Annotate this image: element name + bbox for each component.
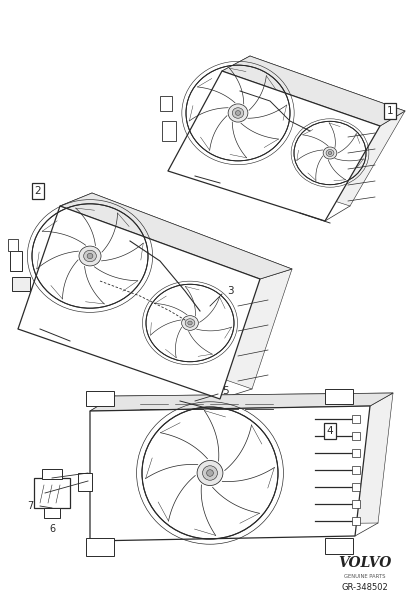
Bar bbox=[352, 517, 360, 525]
Text: 1: 1 bbox=[387, 106, 393, 116]
Ellipse shape bbox=[323, 147, 337, 159]
Bar bbox=[42, 469, 62, 479]
Polygon shape bbox=[60, 193, 292, 279]
Polygon shape bbox=[50, 193, 292, 389]
Bar bbox=[10, 251, 22, 271]
Text: GR-348502: GR-348502 bbox=[342, 582, 388, 591]
Text: 6: 6 bbox=[49, 524, 55, 534]
Ellipse shape bbox=[79, 246, 101, 266]
Ellipse shape bbox=[236, 111, 240, 115]
Ellipse shape bbox=[182, 316, 199, 331]
Text: 7: 7 bbox=[27, 501, 33, 511]
Text: GENUINE PARTS: GENUINE PARTS bbox=[344, 573, 386, 579]
Ellipse shape bbox=[83, 250, 97, 262]
Text: 4: 4 bbox=[327, 426, 333, 436]
Polygon shape bbox=[18, 206, 260, 399]
Bar bbox=[162, 121, 176, 141]
Bar bbox=[325, 538, 353, 554]
Bar bbox=[8, 239, 18, 251]
Bar bbox=[12, 277, 30, 291]
Bar bbox=[325, 389, 353, 404]
Bar bbox=[44, 508, 60, 518]
Text: 2: 2 bbox=[35, 186, 42, 196]
Polygon shape bbox=[115, 393, 393, 526]
Bar bbox=[352, 500, 360, 508]
Bar bbox=[352, 449, 360, 457]
Bar bbox=[352, 415, 360, 423]
Polygon shape bbox=[90, 406, 370, 541]
Ellipse shape bbox=[203, 466, 217, 480]
Text: VOLVO: VOLVO bbox=[338, 556, 392, 570]
Polygon shape bbox=[168, 71, 380, 221]
Bar bbox=[78, 473, 92, 491]
Ellipse shape bbox=[328, 151, 332, 154]
Bar bbox=[34, 478, 70, 508]
Bar bbox=[352, 432, 360, 440]
Polygon shape bbox=[90, 393, 393, 411]
Polygon shape bbox=[195, 56, 405, 206]
Bar bbox=[352, 466, 360, 474]
Ellipse shape bbox=[228, 104, 248, 122]
Bar bbox=[86, 538, 114, 556]
Polygon shape bbox=[222, 56, 405, 126]
Ellipse shape bbox=[326, 150, 334, 156]
Ellipse shape bbox=[197, 460, 223, 486]
Bar bbox=[86, 391, 114, 406]
Bar bbox=[160, 96, 172, 111]
Ellipse shape bbox=[188, 321, 192, 325]
Ellipse shape bbox=[87, 254, 93, 258]
Text: 3: 3 bbox=[227, 286, 233, 296]
Ellipse shape bbox=[185, 319, 195, 328]
Ellipse shape bbox=[207, 470, 213, 477]
Text: 5: 5 bbox=[222, 386, 229, 396]
Bar bbox=[352, 483, 360, 491]
Ellipse shape bbox=[232, 108, 244, 118]
